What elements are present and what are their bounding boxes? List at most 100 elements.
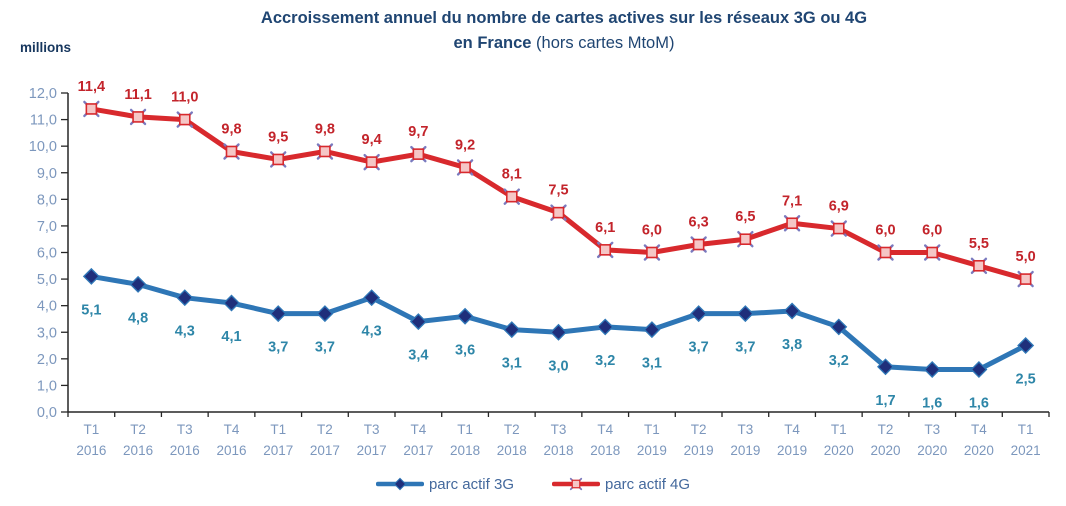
diamond-marker	[783, 302, 801, 320]
diamond-marker	[1017, 337, 1035, 355]
diamond-marker	[643, 321, 661, 339]
x-marker-square	[412, 148, 425, 160]
x-tick-quarter-label: T4	[784, 422, 800, 437]
x-marker-square	[926, 246, 939, 259]
diamond-marker	[736, 305, 754, 323]
y-axis-tick-label: 12,0	[29, 86, 57, 102]
y-axis-tick-label: 7,0	[37, 219, 57, 235]
series-parc-actif-3G	[82, 267, 1035, 378]
data-label-parc-actif-4G: 9,5	[268, 129, 288, 145]
data-label-parc-actif-4G: 6,0	[875, 223, 895, 239]
x-marker-square	[571, 479, 581, 489]
diamond-marker	[596, 318, 614, 336]
data-label-parc-actif-4G: 6,0	[642, 223, 662, 239]
x-tick-year-label: 2016	[123, 443, 153, 458]
diamond-marker	[830, 318, 848, 336]
x-marker-square	[692, 238, 705, 251]
y-axis-tick-label: 6,0	[37, 246, 57, 262]
diamond-marker	[363, 289, 381, 307]
x-tick-quarter-label: T2	[691, 422, 707, 437]
x-marker-square	[1019, 273, 1032, 285]
x-marker-square	[178, 113, 191, 126]
x-marker-square	[599, 244, 612, 256]
x-tick-quarter-label: T3	[177, 422, 193, 437]
x-marker-square	[272, 153, 285, 166]
x-tick-quarter-label: T2	[504, 422, 520, 437]
data-label-parc-actif-3G: 3,6	[455, 342, 475, 358]
data-label-parc-actif-3G: 4,3	[175, 324, 195, 340]
data-label-parc-actif-3G: 2,5	[1016, 372, 1036, 388]
data-label-parc-actif-3G: 4,1	[221, 329, 241, 345]
legend-item-parc-actif-3g: parc actif 3G	[375, 475, 514, 493]
x-tick-year-label: 2018	[450, 443, 480, 458]
data-label-parc-actif-4G: 7,1	[782, 193, 802, 209]
x-tick-year-label: 2016	[216, 443, 246, 458]
diamond-marker	[82, 267, 100, 285]
diamond-marker	[393, 477, 407, 491]
y-axis-tick-label: 0,0	[37, 405, 57, 421]
x-tick-quarter-label: T1	[1018, 422, 1034, 437]
x-tick-quarter-label: T1	[83, 422, 99, 437]
x-marker-square	[646, 246, 658, 259]
chart-title-line2: en France (hors cartes MtoM)	[70, 31, 1058, 56]
x-tick-quarter-label: T4	[224, 422, 240, 437]
x-tick-year-label: 2017	[263, 443, 293, 458]
data-label-parc-actif-3G: 4,3	[362, 324, 382, 340]
diamond-marker	[269, 305, 287, 323]
data-label-parc-actif-4G: 6,1	[595, 220, 615, 236]
x-tick-year-label: 2017	[403, 443, 433, 458]
x-tick-quarter-label: T2	[878, 422, 894, 437]
x-tick-quarter-label: T2	[130, 422, 146, 437]
x-tick-quarter-label: T1	[831, 422, 847, 437]
x-marker-square	[552, 206, 565, 219]
legend-label-3g: parc actif 3G	[428, 475, 514, 493]
x-tick-quarter-label: T4	[971, 422, 987, 437]
x-tick-quarter-label: T3	[364, 422, 380, 437]
data-label-parc-actif-4G: 8,1	[502, 167, 522, 183]
x-marker-square	[879, 246, 892, 259]
data-label-parc-actif-3G: 1,7	[875, 393, 895, 409]
x-tick-year-label: 2018	[497, 443, 527, 458]
x-marker-square	[832, 222, 845, 235]
y-axis-tick-label: 8,0	[37, 192, 57, 208]
diamond-marker	[503, 321, 521, 339]
data-label-parc-actif-4G: 6,3	[689, 215, 709, 231]
data-label-parc-actif-4G: 9,8	[221, 121, 241, 137]
data-label-parc-actif-4G: 11,4	[78, 79, 105, 95]
data-label-parc-actif-3G: 3,2	[595, 353, 615, 369]
data-label-parc-actif-4G: 11,0	[171, 90, 198, 106]
diamond-marker	[877, 358, 894, 376]
data-label-parc-actif-4G: 9,2	[455, 137, 475, 153]
y-axis-tick-label: 2,0	[37, 352, 57, 368]
chart-title: Accroissement annuel du nombre de cartes…	[70, 6, 1058, 56]
data-label-parc-actif-3G: 3,7	[315, 340, 335, 356]
diamond-marker	[690, 305, 708, 323]
legend-item-parc-actif-4g: parc actif 4G	[552, 476, 690, 493]
x-tick-year-label: 2020	[870, 443, 900, 458]
x-marker-square	[973, 259, 985, 272]
data-label-parc-actif-4G: 7,5	[548, 183, 568, 199]
data-label-parc-actif-4G: 5,0	[1016, 249, 1036, 265]
x-marker-square	[459, 161, 471, 174]
data-label-parc-actif-4G: 6,0	[922, 223, 942, 239]
data-label-parc-actif-3G: 3,7	[689, 340, 709, 356]
data-label-parc-actif-4G: 5,5	[969, 236, 989, 252]
diamond-marker	[456, 307, 474, 325]
legend-line-sample-3g	[375, 477, 424, 491]
data-label-parc-actif-3G: 3,7	[268, 340, 288, 356]
x-tick-quarter-label: T4	[597, 422, 613, 437]
data-label-parc-actif-3G: 3,1	[502, 356, 522, 372]
chart-title-line1-text: Accroissement annuel du nombre de cartes…	[260, 9, 868, 27]
y-axis-tick-label: 3,0	[37, 325, 57, 341]
chart-legend: parc actif 3G parc actif 4G	[0, 471, 1066, 497]
diamond-marker	[970, 360, 988, 378]
x-tick-year-label: 2020	[917, 443, 947, 458]
x-tick-year-label: 2017	[357, 443, 387, 458]
x-tick-year-label: 2019	[637, 443, 667, 458]
y-axis-tick-label: 4,0	[37, 299, 57, 315]
chart-title-line2-bold: en France	[453, 34, 532, 52]
x-marker-square	[505, 190, 518, 203]
x-tick-quarter-label: T2	[317, 422, 333, 437]
diamond-marker	[923, 360, 941, 378]
